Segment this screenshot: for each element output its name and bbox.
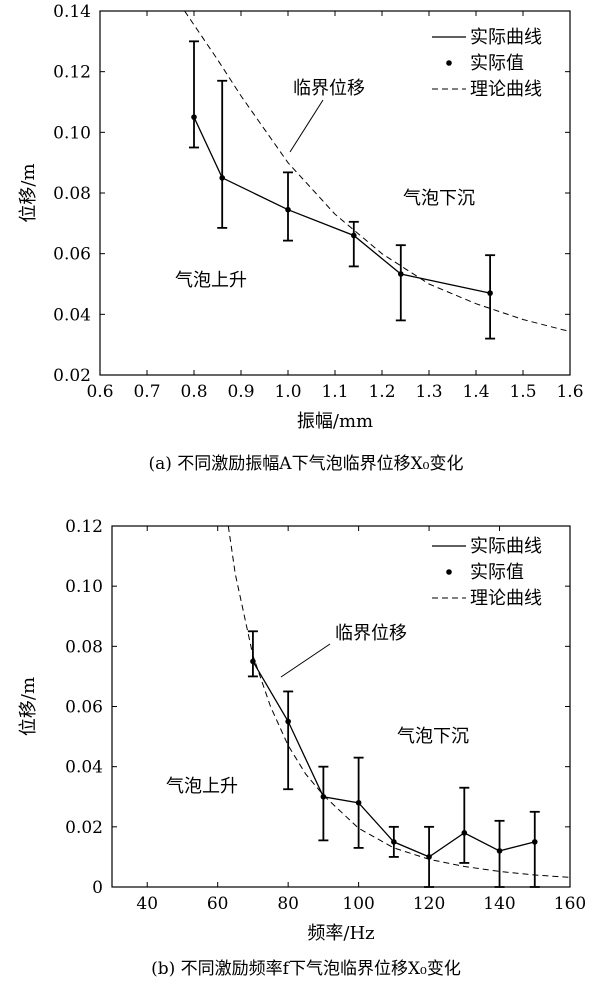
- x-tick-label: 1.5: [509, 382, 536, 402]
- y-tick-label: 0.08: [53, 184, 91, 204]
- x-tick-label: 0.8: [180, 382, 207, 402]
- actual-curve-line: [193, 116, 491, 294]
- annotation-critical-displacement: 临界位移: [335, 623, 407, 644]
- data-point: [351, 232, 357, 239]
- data-point: [496, 848, 503, 854]
- x-tick-label: 0.7: [133, 382, 160, 402]
- data-point: [320, 793, 327, 800]
- y-tick-label: 0.08: [65, 637, 103, 657]
- figure-caption: (b) 不同激励频率f下气泡临界位移X₀变化: [151, 959, 461, 979]
- data-point: [398, 271, 404, 277]
- data-point: [285, 206, 291, 213]
- y-tick-label: 0.06: [53, 245, 91, 265]
- x-tick-label: 60: [207, 894, 229, 914]
- legend-entry-actual-curve: 实际曲线: [470, 27, 542, 48]
- y-axis-label: 位移/m: [18, 677, 39, 736]
- annotation-leader-line: [280, 643, 331, 678]
- theoretical-curve-line: [227, 526, 570, 878]
- x-tick-label: 40: [136, 894, 158, 914]
- data-point: [487, 290, 493, 296]
- x-tick-label: 120: [413, 894, 445, 914]
- annotation-bubble-sink: 气泡下沉: [403, 188, 475, 209]
- legend-entry-theoretical-curve: 理论曲线: [470, 588, 542, 609]
- legend-entry-actual-value: 实际值: [470, 53, 524, 74]
- annotation-critical-displacement: 临界位移: [293, 78, 365, 99]
- annotation-bubble-sink: 气泡下沉: [397, 726, 469, 747]
- chart-panel-b: 40 60 80 100 120 140 160 0 0.02 0.04 0.06 0.08 0.10 0…: [18, 517, 586, 979]
- x-tick-label: 1.0: [274, 382, 301, 402]
- data-point: [250, 658, 256, 665]
- annotation-leader-line: [289, 99, 324, 153]
- x-tick-label: 0.9: [227, 382, 254, 402]
- data-point: [219, 175, 225, 181]
- theoretical-curve-line: [184, 11, 570, 333]
- annotation-bubble-rise: 气泡上升: [166, 776, 238, 797]
- x-tick-label: 0.6: [86, 382, 113, 402]
- legend-entry-actual-value: 实际值: [470, 562, 524, 583]
- x-tick-label: 80: [277, 894, 299, 914]
- legend-entry-theoretical-curve: 理论曲线: [470, 79, 542, 100]
- data-point: [285, 718, 291, 725]
- figure-caption: (a) 不同激励振幅A下气泡临界位移X₀变化: [149, 454, 464, 474]
- y-tick-label: 0.04: [65, 758, 103, 778]
- annotation-bubble-rise: 气泡上升: [175, 270, 247, 291]
- y-tick-label: 0.10: [53, 123, 91, 143]
- x-tick-label: 1.6: [556, 382, 583, 402]
- x-tick-label: 1.3: [415, 382, 442, 402]
- data-point: [391, 839, 397, 845]
- data-point: [191, 114, 197, 120]
- y-tick-label: 0.02: [53, 366, 91, 386]
- x-tick-label: 140: [483, 894, 515, 914]
- y-tick-label: 0: [92, 878, 103, 898]
- y-tick-label: 0.10: [65, 577, 103, 597]
- y-tick-label: 0.14: [53, 2, 91, 22]
- y-tick-label: 0.06: [65, 698, 103, 718]
- x-tick-label: 160: [554, 894, 586, 914]
- chart-panel-a: 0.6 0.7 0.8 0.9 1.0 1.1 1.2 1.3 1.4 1.5 1.6 0.02 0.0…: [18, 2, 584, 474]
- y-axis-label: 位移/m: [18, 163, 39, 222]
- data-point: [531, 839, 538, 845]
- y-tick-label: 0.12: [65, 517, 103, 537]
- x-tick-label: 1.1: [321, 382, 348, 402]
- data-point: [355, 799, 362, 806]
- x-axis-label: 频率/Hz: [307, 923, 374, 944]
- x-tick-label: 1.4: [462, 382, 489, 402]
- x-tick-label: 100: [342, 894, 374, 914]
- y-tick-label: 0.02: [65, 818, 103, 838]
- y-tick-label: 0.12: [53, 63, 91, 83]
- legend-point-icon: [446, 60, 452, 66]
- x-axis-label: 振幅/mm: [297, 411, 373, 432]
- data-point: [461, 830, 468, 836]
- x-tick-label: 1.2: [368, 382, 395, 402]
- data-point: [426, 854, 432, 860]
- legend-point-icon: [446, 569, 452, 575]
- legend-entry-actual-curve: 实际曲线: [470, 536, 542, 557]
- y-tick-label: 0.04: [53, 305, 91, 325]
